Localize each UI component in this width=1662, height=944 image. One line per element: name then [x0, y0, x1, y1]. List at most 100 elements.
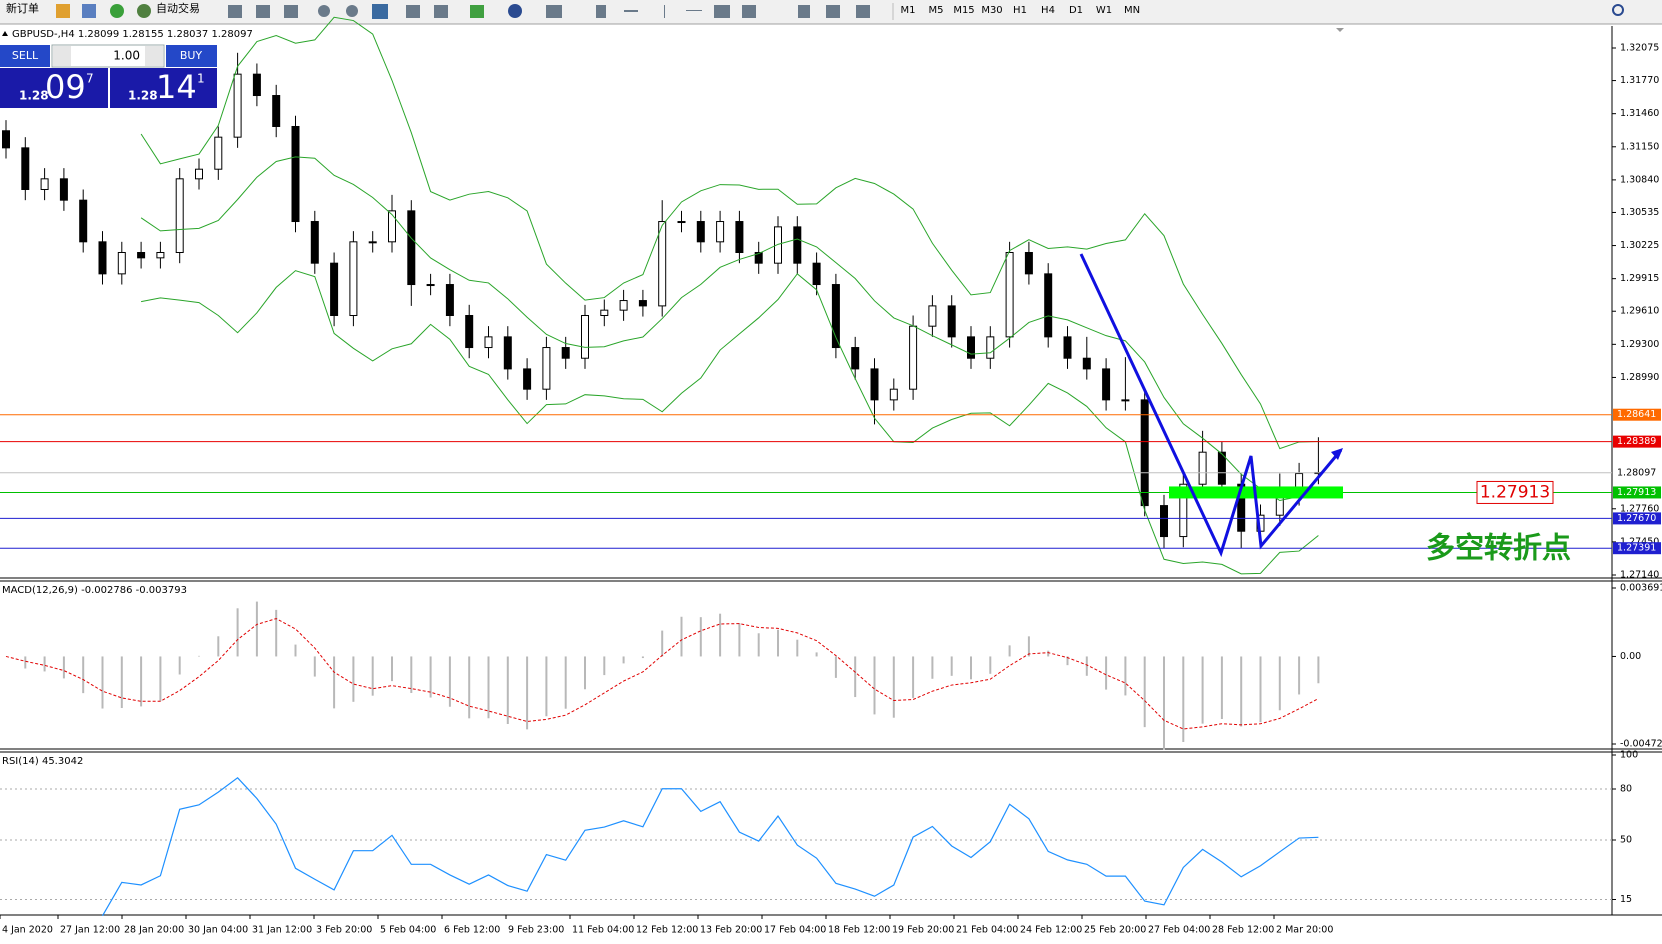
y-tick-label: 80 — [1620, 784, 1632, 795]
y-tick-label: 1.30225 — [1620, 240, 1659, 251]
icon[interactable] — [714, 5, 730, 18]
candle-body — [59, 178, 68, 201]
candle-body — [967, 336, 975, 359]
level-tag — [1613, 466, 1661, 479]
candle-body — [1005, 251, 1014, 338]
buy-button[interactable] — [166, 45, 217, 67]
icon[interactable] — [664, 5, 665, 18]
timeframe-button: H4 — [1041, 5, 1055, 16]
icon[interactable] — [56, 4, 70, 18]
candle-body — [774, 226, 782, 264]
x-tick-label: 6 Feb 12:00 — [444, 925, 500, 936]
icon[interactable] — [372, 4, 388, 19]
candle-body — [465, 315, 474, 349]
icon[interactable] — [686, 10, 702, 11]
y-tick-label: 100 — [1620, 750, 1638, 761]
icon[interactable] — [742, 5, 756, 18]
sell-price-box[interactable] — [0, 68, 108, 108]
candle-body — [831, 284, 840, 349]
candle-body — [754, 251, 763, 264]
icon[interactable] — [596, 5, 606, 18]
y-tick-label: 0.00 — [1620, 651, 1641, 662]
icon[interactable] — [228, 5, 242, 18]
timeframe-button: D1 — [1069, 5, 1083, 16]
y-tick-label: 15 — [1620, 894, 1632, 905]
icon[interactable] — [284, 5, 298, 18]
candle-body — [735, 221, 744, 253]
x-tick-label: 31 Jan 12:00 — [252, 925, 312, 936]
lot-down[interactable] — [53, 46, 71, 66]
search-icon[interactable] — [1612, 4, 1624, 16]
y-tick-label: 1.31770 — [1620, 75, 1659, 86]
icon[interactable] — [624, 10, 638, 12]
candle-body — [195, 168, 203, 180]
lot-up[interactable] — [145, 46, 163, 66]
candle-body — [175, 178, 184, 253]
y-tick-label: 1.29610 — [1620, 306, 1659, 317]
y-tick-label: 1.27140 — [1620, 570, 1659, 581]
y-tick-label: 1.30840 — [1620, 174, 1659, 185]
icon[interactable] — [256, 5, 270, 18]
macd-label: MACD(12,26,9) -0.002786 -0.003793 — [2, 585, 187, 596]
icon[interactable] — [318, 5, 330, 17]
candle-body — [21, 147, 30, 190]
auto-trading-button[interactable]: 自动交易 — [156, 1, 200, 15]
x-tick-label: 27 Jan 12:00 — [60, 925, 120, 936]
candle-body — [870, 368, 879, 401]
candle-body — [79, 199, 88, 243]
x-tick-label: 2 Mar 20:00 — [1276, 925, 1333, 936]
sell-price-main: 09 — [45, 68, 86, 106]
icon[interactable] — [346, 5, 358, 17]
candle-body — [986, 336, 995, 359]
icon[interactable] — [856, 5, 870, 18]
candle-body — [677, 221, 686, 224]
x-tick-label: 4 Jan 2020 — [2, 925, 53, 936]
candle-body — [523, 368, 532, 390]
x-tick-label: 17 Feb 04:00 — [764, 925, 826, 936]
candle-body — [388, 210, 396, 243]
candle-body — [793, 226, 802, 264]
shift-marker — [1336, 28, 1344, 32]
lot-input[interactable] — [51, 44, 165, 68]
icon[interactable] — [546, 5, 562, 18]
icon[interactable] — [406, 5, 420, 18]
buy-price-box[interactable] — [110, 68, 217, 108]
icon[interactable] — [110, 4, 124, 18]
candle-body — [233, 73, 242, 138]
timeframe-button: M5 — [929, 5, 944, 16]
sell-label[interactable]: SELL — [12, 49, 39, 62]
icon[interactable] — [470, 5, 484, 18]
sell-button[interactable] — [0, 45, 50, 67]
level-label: 1.28097 — [1617, 467, 1656, 478]
candle-body — [1217, 451, 1226, 485]
candle-body — [272, 95, 281, 127]
icon[interactable] — [798, 5, 810, 18]
collapse-arrow[interactable] — [2, 31, 8, 36]
icon[interactable] — [137, 4, 151, 18]
candle-body — [716, 221, 725, 243]
icon[interactable] — [82, 4, 96, 18]
level-label: 1.27391 — [1617, 543, 1656, 554]
icon[interactable] — [508, 4, 522, 18]
candle-body — [1121, 399, 1130, 402]
lot-value[interactable]: 1.00 — [113, 49, 140, 63]
candle-body — [310, 221, 319, 264]
candle-body — [600, 309, 609, 317]
plot: 1.32075 1.31770 1.31460 1.31150 1.30840 1.305… — [0, 16, 1662, 936]
candle-body — [368, 241, 377, 244]
x-tick-label: 9 Feb 23:00 — [508, 925, 564, 936]
candle-body — [349, 241, 358, 317]
icon[interactable] — [826, 5, 840, 18]
new-order-button[interactable]: 新订单 — [6, 1, 39, 15]
icon[interactable] — [434, 5, 448, 18]
candle-body — [1179, 483, 1188, 538]
buy-price-big: 1.28 — [128, 89, 158, 103]
bollinger-band — [141, 270, 1319, 575]
candle-body — [1024, 251, 1033, 275]
candle-body — [889, 388, 898, 401]
turning-point-label: 多空转折点 — [1426, 530, 1571, 564]
candle-body — [812, 262, 821, 286]
buy-label[interactable]: BUY — [180, 49, 203, 62]
timeframe-button: M15 — [953, 5, 974, 16]
candle-body — [484, 336, 493, 349]
